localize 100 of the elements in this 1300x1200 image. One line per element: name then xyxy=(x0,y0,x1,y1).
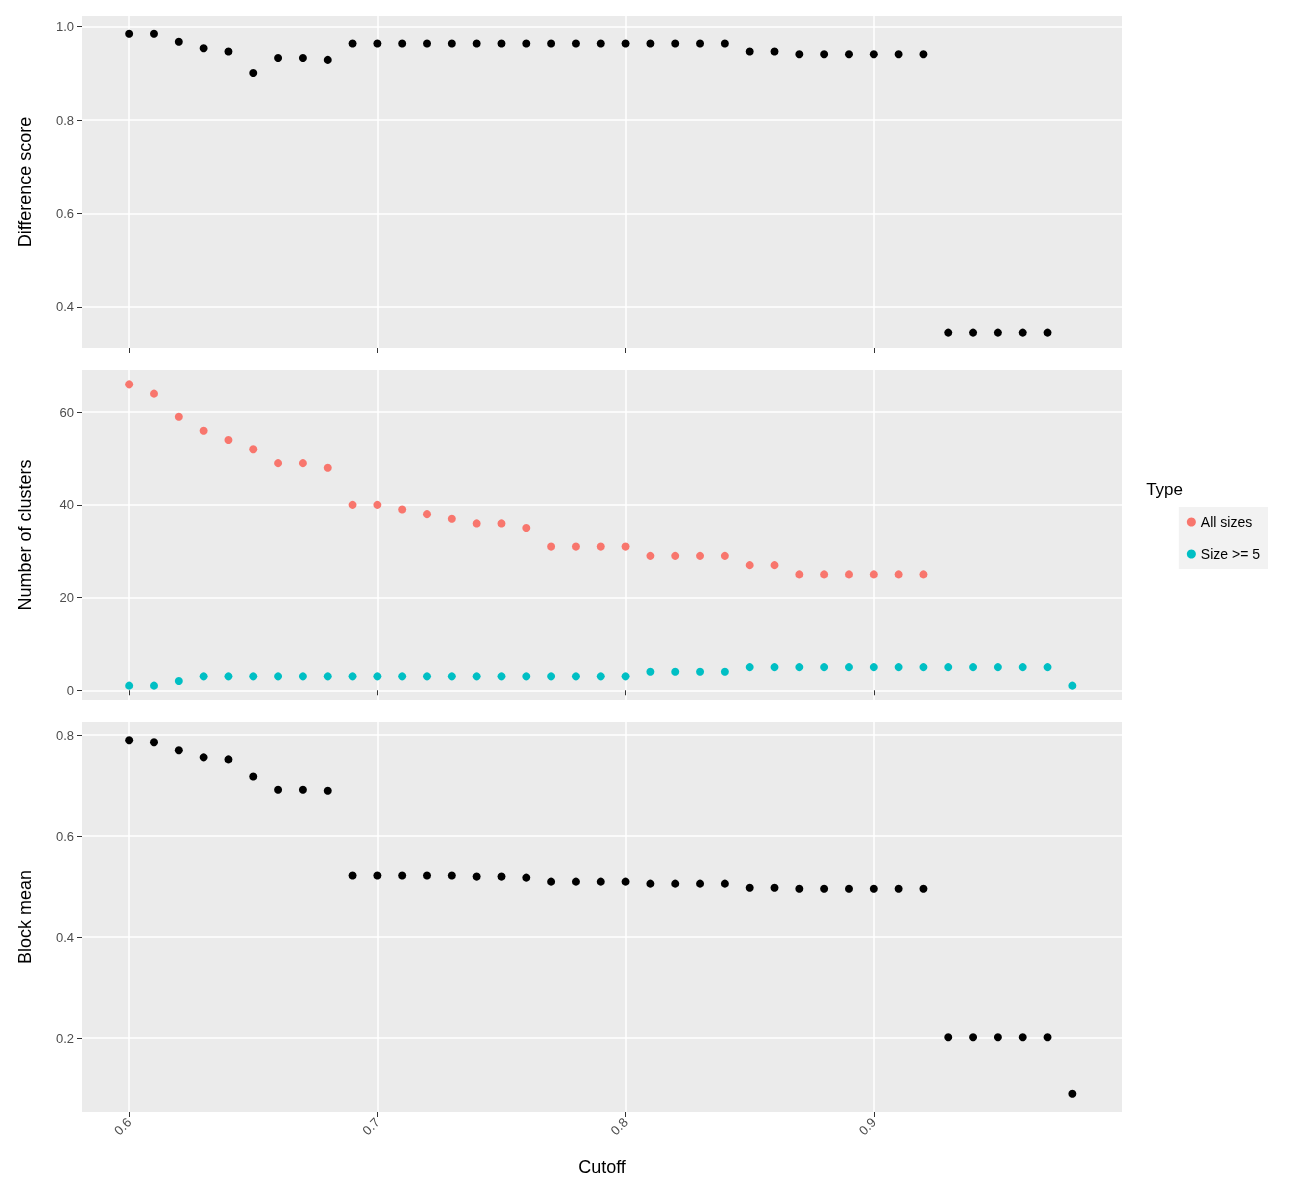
point xyxy=(944,1033,953,1042)
point xyxy=(1068,681,1077,690)
point xyxy=(298,785,307,794)
point xyxy=(894,663,903,672)
point xyxy=(472,39,481,48)
point xyxy=(447,39,456,48)
point xyxy=(820,663,829,672)
point xyxy=(348,672,357,681)
point xyxy=(621,39,630,48)
point xyxy=(696,667,705,676)
point xyxy=(149,389,158,398)
y-tick-label: 0.8 xyxy=(55,112,74,128)
point xyxy=(770,561,779,570)
point xyxy=(1018,1033,1027,1042)
point xyxy=(373,871,382,880)
point xyxy=(1018,663,1027,672)
point xyxy=(323,672,332,681)
point xyxy=(1043,328,1052,337)
point xyxy=(298,672,307,681)
point xyxy=(125,380,134,389)
point xyxy=(547,877,556,886)
point xyxy=(571,672,580,681)
point xyxy=(149,681,158,690)
point xyxy=(274,672,283,681)
point xyxy=(472,519,481,528)
point xyxy=(199,44,208,53)
point xyxy=(497,519,506,528)
point xyxy=(249,772,258,781)
point xyxy=(1068,1089,1077,1098)
point xyxy=(274,54,283,63)
point xyxy=(869,663,878,672)
point xyxy=(174,412,183,421)
point xyxy=(149,29,158,38)
point xyxy=(820,50,829,59)
point xyxy=(795,884,804,893)
point xyxy=(770,663,779,672)
point xyxy=(671,551,680,560)
point xyxy=(894,50,903,59)
point xyxy=(720,667,729,676)
point xyxy=(596,672,605,681)
point xyxy=(174,746,183,755)
point xyxy=(969,328,978,337)
point xyxy=(547,672,556,681)
point xyxy=(869,884,878,893)
point xyxy=(274,459,283,468)
point xyxy=(646,39,655,48)
point xyxy=(348,39,357,48)
point xyxy=(472,872,481,881)
point xyxy=(199,426,208,435)
point xyxy=(149,738,158,747)
point xyxy=(398,672,407,681)
point xyxy=(696,39,705,48)
point xyxy=(398,871,407,880)
point xyxy=(522,672,531,681)
point xyxy=(447,672,456,681)
legend-label: All sizes xyxy=(1200,514,1253,530)
point xyxy=(720,39,729,48)
point xyxy=(844,663,853,672)
y-tick-label: 1.0 xyxy=(55,19,74,35)
y-tick-label: 20 xyxy=(59,590,74,606)
point xyxy=(323,786,332,795)
point xyxy=(398,505,407,514)
point xyxy=(596,39,605,48)
point xyxy=(174,37,183,46)
x-tick-label: 0.7 xyxy=(359,1114,383,1139)
point xyxy=(547,542,556,551)
point xyxy=(522,873,531,882)
point xyxy=(844,884,853,893)
point xyxy=(646,879,655,888)
point xyxy=(547,39,556,48)
point xyxy=(621,877,630,886)
point xyxy=(745,663,754,672)
y-tick-label: 60 xyxy=(59,404,74,420)
point xyxy=(298,459,307,468)
point xyxy=(348,500,357,509)
point xyxy=(348,871,357,880)
point xyxy=(423,39,432,48)
point xyxy=(745,47,754,56)
point xyxy=(522,39,531,48)
point xyxy=(373,500,382,509)
point xyxy=(919,884,928,893)
point xyxy=(671,39,680,48)
point xyxy=(720,551,729,560)
point xyxy=(447,871,456,880)
point xyxy=(869,50,878,59)
point xyxy=(571,39,580,48)
point xyxy=(249,68,258,77)
point xyxy=(969,663,978,672)
point xyxy=(671,667,680,676)
point xyxy=(944,663,953,672)
legend-label: Size >= 5 xyxy=(1200,546,1261,562)
point xyxy=(621,672,630,681)
point xyxy=(894,570,903,579)
point xyxy=(249,445,258,454)
y-tick-label: 0.2 xyxy=(55,1030,74,1046)
point xyxy=(125,29,134,38)
point xyxy=(224,672,233,681)
point xyxy=(894,884,903,893)
point xyxy=(423,510,432,519)
point xyxy=(373,672,382,681)
